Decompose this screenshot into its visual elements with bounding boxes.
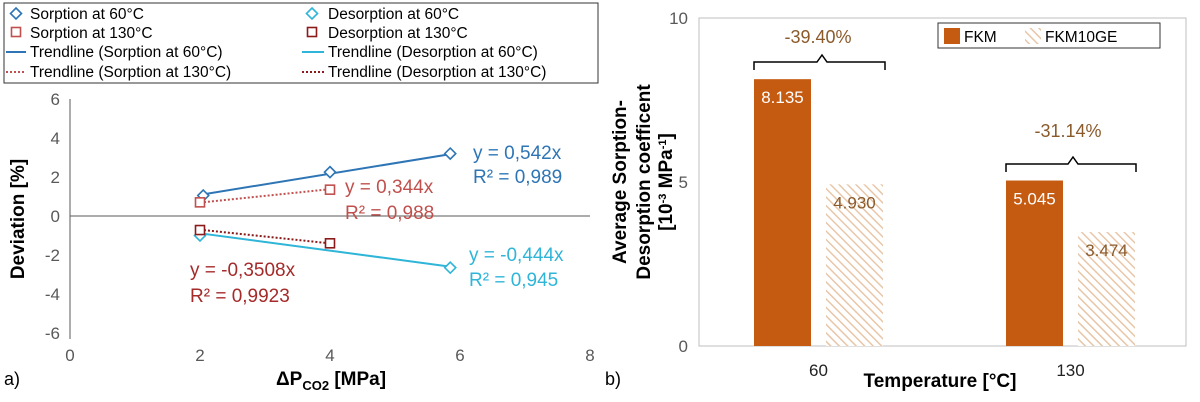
x-tick-label: 0 (65, 346, 74, 365)
legend-trend-sorption60: Trendline (Sorption at 60°C) (6, 44, 223, 61)
bar-value-label: 4.930 (833, 193, 876, 212)
bar-value-label: 3.474 (1085, 241, 1128, 260)
y-tick-label: -6 (45, 324, 60, 343)
square-point (324, 238, 336, 249)
bar-fkm10ge-60 (826, 184, 883, 346)
x-tick-label: 8 (585, 346, 594, 365)
bar-fkm10ge-130 (1078, 232, 1135, 346)
legend-label-desorption130: Desorption at 130°C (328, 25, 468, 42)
diamond-marker-icon (9, 6, 23, 21)
bar-fkm-60 (754, 79, 811, 346)
legend-label-fkm10ge: FKM10GE (1045, 29, 1117, 46)
x-tick-labels: 0 2 4 6 8 (65, 346, 594, 365)
square-marker-icon (10, 26, 22, 38)
y-axis-label: Average Sorption- Desorption coefficent … (610, 84, 677, 280)
x-tick-label: 60 (809, 361, 828, 380)
annotation-60: -39.40% (784, 27, 851, 47)
legend-label-fkm: FKM (964, 29, 997, 46)
r2-desorption130: R² = 0,9923 (190, 286, 290, 307)
fkm10ge-swatch-icon (1025, 28, 1041, 44)
legend-label-trend-desorption130: Trendline (Desorption at 130°C) (328, 64, 546, 81)
equation-desorption60: y = -0,444x (469, 245, 564, 266)
comparison-bracket-130 (1005, 155, 1137, 172)
y-tick-label: 0 (679, 337, 688, 356)
annotation-130: -31.14% (1034, 121, 1101, 141)
data-points (193, 146, 457, 275)
bars: 8.135 5.045 4.930 3.474 (754, 79, 1135, 346)
legend-sorption60: Sorption at 60°C (9, 6, 144, 23)
x-tick-labels: 60 130 (809, 361, 1085, 380)
legend-label-trend-sorption130: Trendline (Sorption at 130°C) (30, 64, 231, 81)
equation-sorption130: y = 0,344x (345, 177, 434, 198)
trendline-1 (199, 232, 454, 269)
y-tick-label: -2 (45, 246, 60, 265)
legend-desorption60: Desorption at 60°C (305, 6, 459, 23)
square-point (194, 197, 206, 208)
legend-box (3, 2, 599, 84)
r2-desorption60: R² = 0,945 (469, 270, 558, 291)
legend-trend-sorption130: Trendline (Sorption at 130°C) (6, 64, 231, 81)
bar-fkm-130 (1006, 180, 1063, 346)
equation-sorption60: y = 0,542x (473, 143, 562, 164)
legend-label-desorption60: Desorption at 60°C (328, 6, 459, 23)
x-tick-label: 6 (455, 346, 464, 365)
bar-value-label: 5.045 (1013, 190, 1056, 209)
legend-trend-desorption60: Trendline (Desorption at 60°C) (302, 44, 538, 61)
trendline-3 (199, 228, 331, 245)
y-axis-label-line1: Average Sorption- (610, 100, 631, 264)
panel-label-a: a) (4, 369, 20, 389)
y-axis-label-line2: Desorption coefficent (634, 84, 655, 280)
y-tick-label: 6 (51, 90, 60, 109)
x-axis-label: ΔPCO2 [MPa] (276, 369, 386, 393)
y-tick-labels: -6 -4 -2 0 2 4 6 (45, 90, 60, 343)
legend-sorption130: Sorption at 130°C (10, 25, 153, 42)
r2-sorption60: R² = 0,989 (473, 167, 562, 188)
y-tick-label: -4 (45, 285, 60, 304)
bar-value-label: 8.135 (761, 88, 804, 107)
y-tick-label: 0 (51, 207, 60, 226)
plot-area (698, 17, 1187, 347)
y-tick-labels: 0 5 10 (669, 9, 688, 356)
diamond-marker-icon (305, 6, 319, 21)
y-axis-label: Deviation [%] (8, 159, 29, 279)
r2-sorption130: R² = 0,988 (345, 203, 434, 224)
panel-label-b: b) (605, 369, 621, 389)
square-marker-icon (306, 26, 318, 38)
square-point (324, 184, 336, 195)
x-tick-label: 130 (1056, 361, 1084, 380)
diamond-point (443, 261, 457, 275)
y-tick-label: 2 (51, 168, 60, 187)
square-point (194, 224, 206, 236)
x-tick-label: 2 (195, 346, 204, 365)
y-axis-label-line3: [10-3 MPa-1] (656, 133, 677, 231)
y-tick-label: 5 (679, 173, 688, 192)
y-tick-label: 10 (669, 9, 688, 28)
x-axis-label: Temperature [°C] (864, 371, 1017, 392)
legend-label-trend-sorption60: Trendline (Sorption at 60°C) (30, 44, 223, 61)
legend-label-sorption60: Sorption at 60°C (30, 6, 144, 23)
legend-label-sorption130: Sorption at 130°C (30, 25, 153, 42)
diamond-point (323, 165, 337, 179)
legend-trend-desorption130: Trendline (Desorption at 130°C) (302, 64, 546, 81)
legend-desorption130: Desorption at 130°C (306, 25, 468, 42)
y-tick-label: 4 (51, 129, 60, 148)
comparison-bracket-60 (753, 53, 886, 70)
equation-desorption130: y = -0,3508x (190, 260, 296, 281)
legend-label-trend-desorption60: Trendline (Desorption at 60°C) (328, 44, 538, 61)
fkm-swatch-icon (944, 28, 960, 44)
diamond-point (443, 146, 457, 161)
deviation-chart: Sorption at 60°C Desorption at 60°C Sorp… (3, 2, 599, 393)
trendline-2 (199, 188, 331, 204)
x-tick-label: 4 (325, 346, 334, 365)
legend-box (937, 22, 1161, 49)
